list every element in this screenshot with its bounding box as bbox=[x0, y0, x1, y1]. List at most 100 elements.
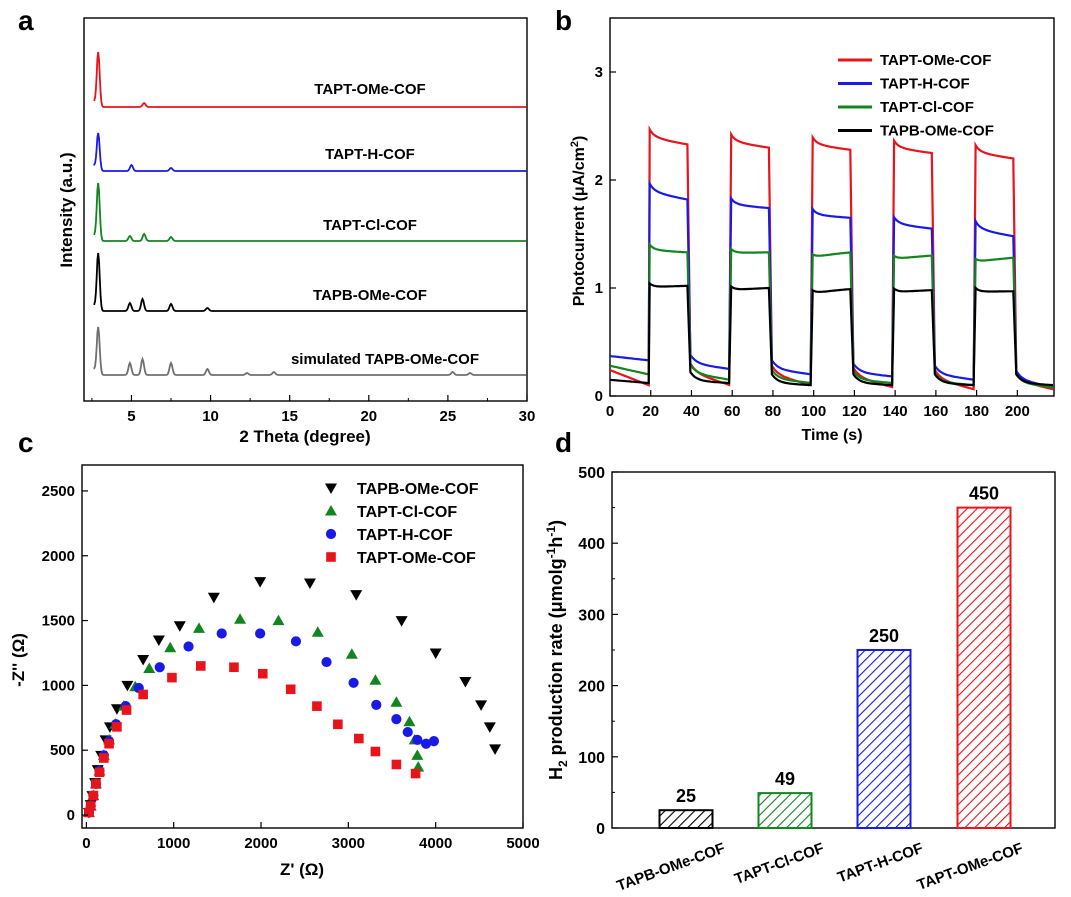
nyquist-x-axis-label: Z' (Ω) bbox=[280, 860, 324, 879]
nyquist-point-tapt-cl-cof bbox=[164, 641, 177, 653]
nyquist-point-tapt-ome-cof bbox=[104, 738, 114, 749]
photocurrent-x-tick-label: 60 bbox=[724, 403, 741, 420]
photocurrent-series-tapt-cl-cof bbox=[609, 241, 1054, 389]
nyquist-legend-label-tapt-h-cof: TAPT-H-COF bbox=[357, 527, 453, 544]
photocurrent-x-tick-label: 80 bbox=[765, 403, 782, 420]
nyquist-y-tick-label: 2500 bbox=[42, 483, 75, 500]
nyquist-y-axis-label: -Z'' (Ω) bbox=[9, 633, 28, 687]
nyquist-point-tapt-h-cof bbox=[290, 636, 302, 647]
nyquist-y-tick-label: 1000 bbox=[42, 677, 75, 694]
nyquist-point-tapt-ome-cof bbox=[370, 746, 381, 757]
nyquist-point-tapt-h-cof bbox=[420, 738, 432, 749]
nyquist-point-tapt-cl-cof bbox=[390, 696, 403, 707]
nyquist-point-tapt-ome-cof bbox=[88, 790, 99, 801]
nyquist-point-tapt-h-cof bbox=[391, 714, 402, 725]
bar-tapt-ome-cof bbox=[956, 506, 1012, 829]
xrd-x-tick-label: 10 bbox=[202, 408, 219, 425]
nyquist-point-tapt-ome-cof bbox=[410, 768, 421, 779]
nyquist-point-tapt-h-cof bbox=[402, 726, 413, 738]
xrd-series-tapt-h-cof bbox=[93, 132, 527, 172]
h2-y-tick-label: 500 bbox=[578, 465, 605, 482]
category-label-tapb-ome-cof: TAPB-OMe-COF bbox=[615, 840, 728, 895]
panel-label-c: c bbox=[18, 427, 34, 458]
nyquist-point-tapt-ome-cof bbox=[99, 753, 109, 763]
nyquist-x-tick-label: 1000 bbox=[157, 835, 190, 852]
nyquist-point-tapt-h-cof bbox=[255, 628, 266, 639]
photocurrent-x-axis-label: Time (s) bbox=[801, 427, 862, 444]
xrd-x-tick-label: 30 bbox=[519, 408, 536, 425]
photocurrent-x-tick-label: 120 bbox=[842, 403, 867, 420]
nyquist-point-tapt-cl-cof bbox=[411, 749, 424, 760]
xrd-plot-frame bbox=[83, 17, 528, 402]
nyquist-point-tapt-ome-cof bbox=[312, 701, 322, 711]
nyquist-point-tapb-ome-cof bbox=[475, 700, 488, 711]
bar-value-label-tapb-ome-cof: 25 bbox=[676, 786, 696, 806]
nyquist-point-tapb-ome-cof bbox=[152, 635, 165, 647]
bar-tapb-ome-cof bbox=[658, 809, 714, 830]
photocurrent-x-tick-label: 140 bbox=[883, 403, 908, 420]
h2-y-tick-label: 100 bbox=[578, 750, 605, 767]
h2-bar-panel: 25 49 250 450 0 100 200 300 400 500 TAPB-OMe-COF… bbox=[544, 465, 1056, 895]
category-label-tapt-ome-cof: TAPT-OMe-COF bbox=[915, 840, 1025, 894]
nyquist-x-tick-label: 2000 bbox=[244, 835, 277, 852]
photocurrent-y-tick-label: 1 bbox=[595, 280, 603, 297]
xrd-x-axis-label: 2 Theta (degree) bbox=[239, 427, 370, 446]
h2-y-tick-label: 400 bbox=[578, 536, 605, 553]
nyquist-point-tapb-ome-cof bbox=[254, 577, 267, 588]
nyquist-x-tick-label: 3000 bbox=[332, 835, 365, 852]
h2-y-axis-label: H2 production rate (μmolg-1h-1) bbox=[544, 520, 570, 780]
panel-label-d: d bbox=[555, 427, 572, 458]
xrd-x-tick-label: 25 bbox=[440, 408, 457, 425]
nyquist-point-tapt-cl-cof bbox=[345, 648, 358, 659]
nyquist-point-tapt-ome-cof bbox=[121, 705, 132, 715]
nyquist-point-tapt-ome-cof bbox=[112, 722, 122, 732]
nyquist-point-tapt-cl-cof bbox=[369, 674, 382, 685]
nyquist-point-tapt-ome-cof bbox=[91, 779, 101, 789]
nyquist-point-tapt-cl-cof bbox=[193, 622, 206, 633]
nyquist-point-tapt-cl-cof bbox=[234, 613, 247, 624]
nyquist-point-tapt-h-cof bbox=[348, 677, 359, 688]
nyquist-point-tapb-ome-cof bbox=[395, 616, 408, 627]
nyquist-y-tick-label: 1500 bbox=[42, 613, 75, 630]
nyquist-point-tapt-h-cof bbox=[412, 734, 423, 745]
nyquist-point-tapt-cl-cof bbox=[403, 715, 416, 727]
photocurrent-series-tapt-h-cof bbox=[609, 179, 1054, 389]
nyquist-point-tapt-cl-cof bbox=[143, 662, 156, 674]
nyquist-point-tapt-h-cof bbox=[154, 662, 165, 673]
photocurrent-x-tick-label: 100 bbox=[801, 403, 826, 420]
photocurrent-x-tick-label: 200 bbox=[1005, 403, 1030, 420]
nyquist-point-tapt-cl-cof bbox=[311, 626, 324, 637]
nyquist-x-tick-label: 0 bbox=[82, 835, 90, 852]
bar-value-label-tapt-cl-cof: 49 bbox=[775, 769, 795, 789]
xrd-series-tapt-cl-cof bbox=[93, 182, 527, 242]
nyquist-x-tick-label: 5000 bbox=[506, 835, 539, 852]
nyquist-point-tapt-ome-cof bbox=[333, 719, 343, 730]
photocurrent-x-tick-label: 20 bbox=[642, 403, 659, 420]
xrd-x-tick-label: 5 bbox=[127, 408, 135, 425]
nyquist-point-tapt-cl-cof bbox=[272, 614, 285, 626]
photocurrent-x-tick-label: 180 bbox=[964, 403, 989, 420]
xrd-series-label-tapt-cl-cof: TAPT-Cl-COF bbox=[323, 217, 417, 234]
nyquist-point-tapb-ome-cof bbox=[459, 677, 472, 688]
nyquist-point-tapt-ome-cof bbox=[391, 759, 402, 770]
nyquist-legend-label-tapb-ome-cof: TAPB-OMe-COF bbox=[357, 481, 479, 498]
nyquist-point-tapt-ome-cof bbox=[229, 662, 239, 673]
photocurrent-legend-label-tapb-ome-cof: TAPB-OMe-COF bbox=[880, 123, 994, 140]
category-label-tapt-h-cof: TAPT-H-COF bbox=[835, 840, 925, 887]
photocurrent-plot-frame bbox=[609, 17, 1055, 397]
bar-value-label-tapt-ome-cof: 450 bbox=[969, 484, 999, 504]
nyquist-point-tapb-ome-cof bbox=[483, 722, 496, 733]
nyquist-y-tick-label: 500 bbox=[50, 742, 75, 759]
nyquist-point-tapt-h-cof bbox=[371, 699, 382, 710]
nyquist-point-tapt-h-cof bbox=[428, 736, 440, 747]
xrd-series-label-simulated-tapb-ome-cof: simulated TAPB-OMe-COF bbox=[291, 351, 479, 368]
nyquist-legend-label-tapt-ome-cof: TAPT-OMe-COF bbox=[357, 550, 476, 567]
nyquist-point-tapb-ome-cof bbox=[429, 648, 442, 659]
photocurrent-x-tick-label: 40 bbox=[683, 403, 700, 420]
nyquist-y-tick-label: 0 bbox=[67, 807, 75, 824]
nyquist-point-tapt-ome-cof bbox=[285, 684, 296, 695]
nyquist-point-tapt-ome-cof bbox=[257, 668, 268, 679]
nyquist-point-tapb-ome-cof bbox=[303, 578, 316, 589]
xrd-x-tick-label: 20 bbox=[360, 408, 377, 425]
